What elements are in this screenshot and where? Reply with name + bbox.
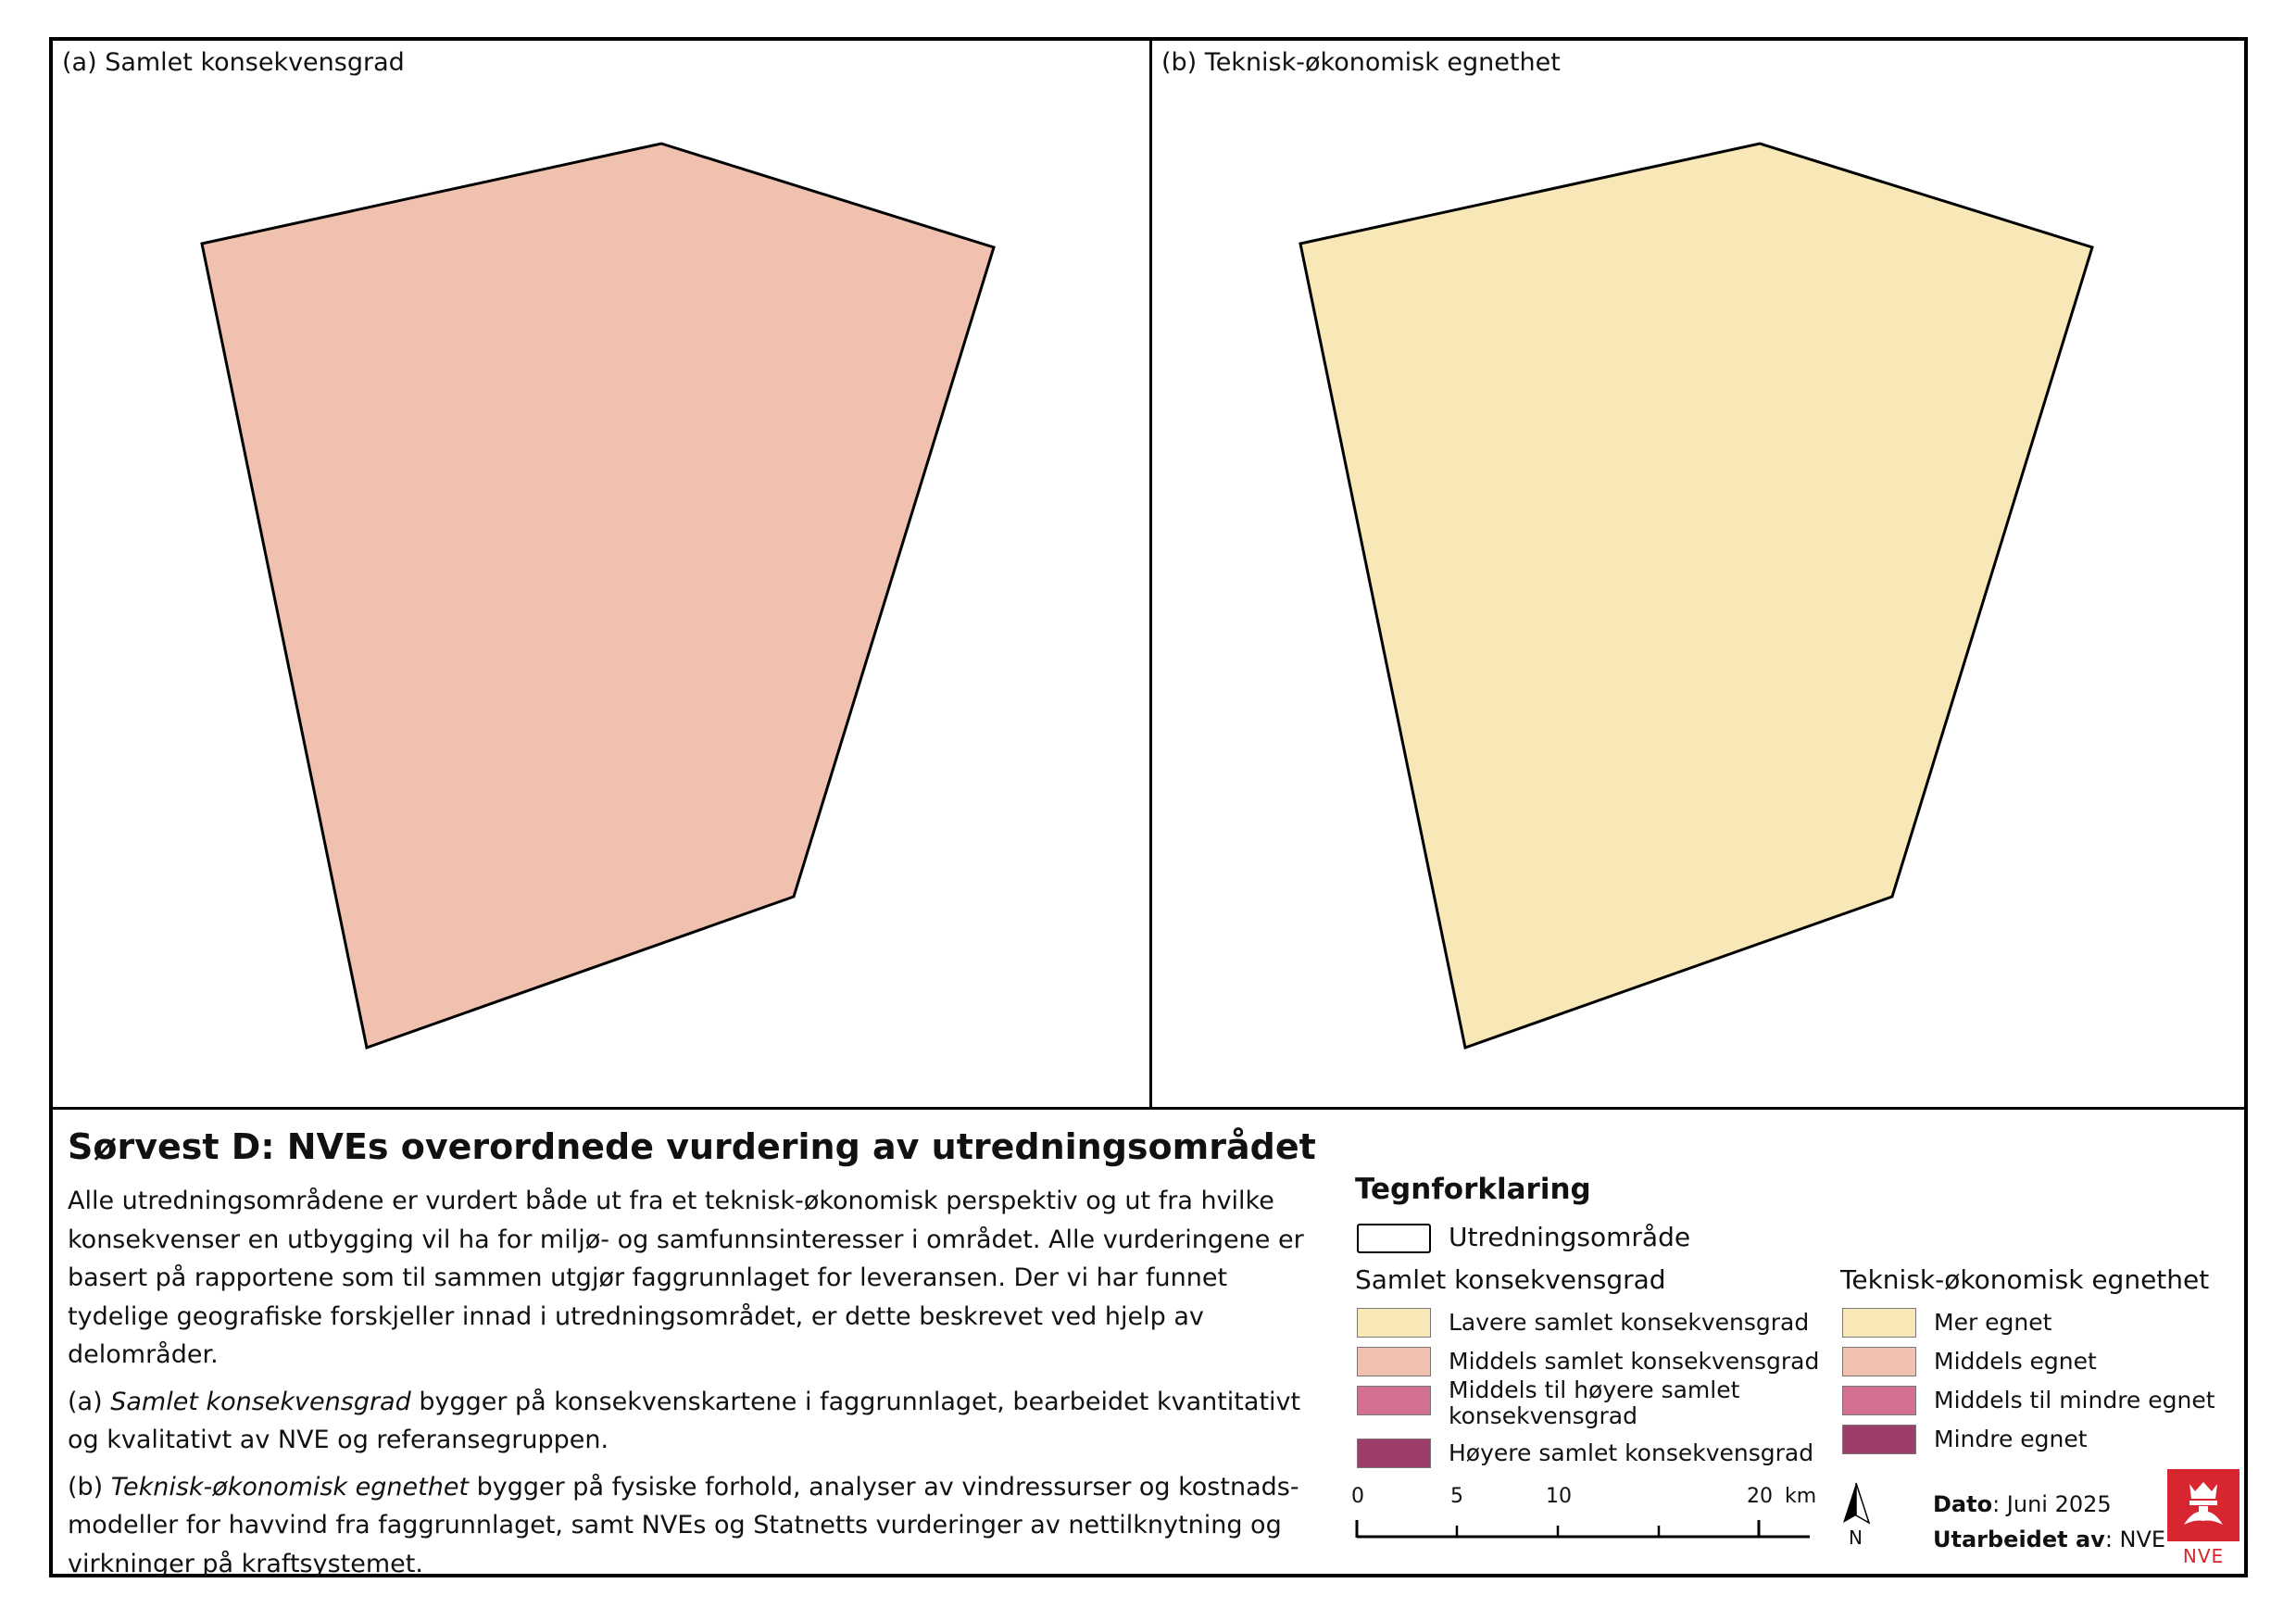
date-label: Dato <box>1933 1491 1993 1517</box>
nve-crest-icon <box>2184 1482 2223 1525</box>
map-metadata: Dato: Juni 2025 Utarbeidet av: NVE <box>1933 1487 2165 1557</box>
legend-a-label-2: Middels samlet konsekvensgrad <box>1449 1348 1820 1375</box>
legend-a-swatch-4 <box>1357 1439 1431 1468</box>
map-frame: (a) Samlet konsekvensgrad (b) Teknisk-øk… <box>49 37 2248 1578</box>
legend-group-a-title: Samlet konsekvensgrad <box>1355 1264 1666 1295</box>
panel-a-label: (a) Samlet konsekvensgrad <box>62 48 405 77</box>
scale-tick-0: 0 <box>1351 1485 1364 1508</box>
panel-samlet-konsekvensgrad: (a) Samlet konsekvensgrad <box>53 41 1152 1107</box>
para2-rest: bygger på konsekvenskartene i faggrunnla… <box>68 1387 1301 1455</box>
para3-prefix: (b) <box>68 1472 111 1502</box>
area-polygon-b[interactable] <box>1299 142 2094 1049</box>
legend-b-swatch-3 <box>1842 1386 1916 1415</box>
para2-term: Samlet konsekvensgrad <box>110 1387 411 1416</box>
legend-b-swatch-4 <box>1842 1425 1916 1454</box>
author-line: Utarbeidet av: NVE <box>1933 1522 2165 1557</box>
legend-b-label-3: Middels til mindre egnet <box>1934 1387 2215 1414</box>
legend-a-label-1: Lavere samlet konsekvensgrad <box>1449 1309 1810 1336</box>
map-b-canvas <box>1299 142 2094 1049</box>
legend-b-swatch-1 <box>1842 1308 1916 1338</box>
scale-unit: km <box>1785 1485 1817 1508</box>
area-polygon-a[interactable] <box>200 142 996 1049</box>
map-a-canvas <box>200 142 996 1049</box>
panel-b-label: (b) Teknisk-økonomisk egnethet <box>1161 48 1561 77</box>
nve-logo-icon <box>2167 1469 2240 1541</box>
outline-swatch <box>1357 1224 1431 1253</box>
description: Alle utredningsområdene er vurdert både … <box>68 1182 1309 1591</box>
outline-label: Utredningsområde <box>1449 1222 1691 1252</box>
para3-rest: bygger på fysiske forhold, analyser av v… <box>68 1472 1299 1578</box>
para3-term: Teknisk-økonomisk egnethet <box>110 1472 470 1502</box>
scale-tick-20: 20 <box>1747 1485 1773 1508</box>
scale-tick-10: 10 <box>1546 1485 1572 1508</box>
author-label: Utarbeidet av <box>1933 1527 2105 1552</box>
scale-bar: 0 5 10 20 km <box>1349 1485 1817 1550</box>
scale-tick-5: 5 <box>1450 1485 1463 1508</box>
author-value: : NVE <box>2104 1527 2166 1552</box>
legend-b-label-2: Middels egnet <box>1934 1348 2097 1375</box>
description-paragraph-2: (a) Samlet konsekvensgrad bygger på kons… <box>68 1383 1309 1460</box>
legend-a-swatch-3 <box>1357 1386 1431 1415</box>
scale-bar-graphic <box>1355 1520 1810 1539</box>
legend-a-label-4: Høyere samlet konsekvensgrad <box>1449 1439 1814 1466</box>
legend-a-label-3: Middels til høyere samlet konsekvensgrad <box>1449 1376 1740 1429</box>
legend-group-b-title: Teknisk-økonomisk egnethet <box>1840 1264 2210 1295</box>
description-paragraph-1: Alle utredningsområdene er vurdert både … <box>68 1187 1304 1369</box>
legend-b-swatch-2 <box>1842 1347 1916 1376</box>
nve-logo-text: NVE <box>2182 1545 2225 1567</box>
map-title: Sørvest D: NVEs overordnede vurdering av… <box>68 1126 1316 1167</box>
info-panel: Sørvest D: NVEs overordnede vurdering av… <box>53 1107 2244 1578</box>
legend-a-swatch-1 <box>1357 1308 1431 1338</box>
date-value: : Juni 2025 <box>1992 1491 2112 1517</box>
legend-b-label-4: Mindre egnet <box>1934 1426 2088 1452</box>
date-line: Dato: Juni 2025 <box>1933 1487 2165 1522</box>
legend-b-label-1: Mer egnet <box>1934 1309 2052 1336</box>
legend-title: Tegnforklaring <box>1355 1173 1591 1206</box>
north-arrow: N <box>1838 1478 1875 1552</box>
north-label: N <box>1849 1527 1863 1549</box>
panel-teknisk-okonomisk-egnethet: (b) Teknisk-økonomisk egnethet <box>1152 41 2248 1107</box>
para2-prefix: (a) <box>68 1387 111 1416</box>
legend-a-swatch-2 <box>1357 1347 1431 1376</box>
description-paragraph-3: (b) Teknisk-økonomisk egnethet bygger på… <box>68 1468 1309 1584</box>
north-arrow-icon <box>1843 1482 1871 1525</box>
